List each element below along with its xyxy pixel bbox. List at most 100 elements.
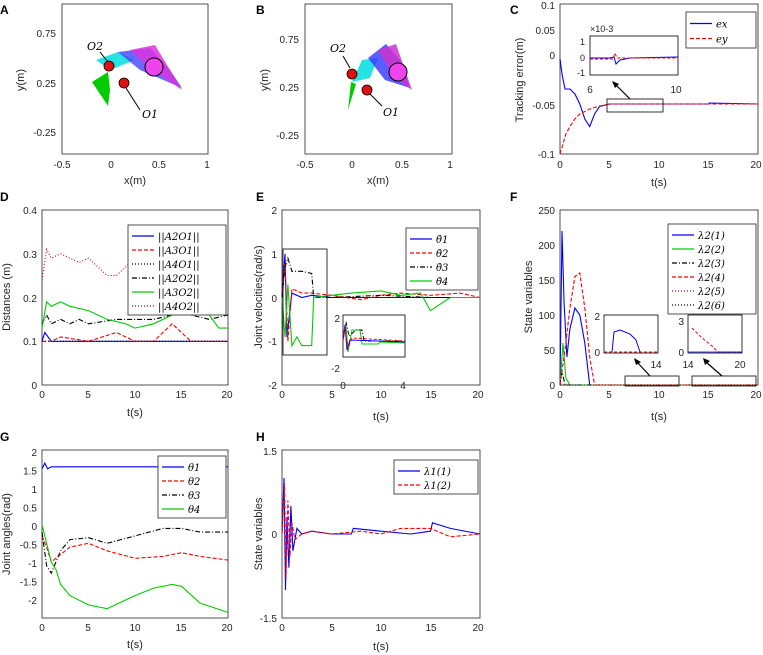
panel-letter: G	[0, 430, 9, 444]
y-tick-label: 0.2	[23, 294, 37, 305]
panel-letter: A	[0, 3, 9, 17]
y-tick-label: 0.5	[23, 504, 37, 515]
y-tick-label: -1	[268, 337, 277, 348]
y-tick-label: 0.1	[23, 337, 37, 348]
obstacle-label: O1	[142, 108, 158, 121]
inset-y-tick: 2	[334, 314, 340, 325]
x-axis-label: t(s)	[373, 411, 389, 423]
panel-b: B O2 O1 0.75 0.25 -0.25 -0.5 0 0.5 1 x(m…	[256, 3, 453, 187]
y-axis-label: Distances (m)	[1, 263, 13, 331]
zoom-region-box	[606, 98, 664, 113]
y-tick-label: 0.05	[536, 26, 556, 37]
legend: θ1 θ2 θ3 θ4	[157, 455, 227, 519]
plot-area	[559, 230, 758, 386]
x-tick-label: 20	[472, 390, 484, 401]
y-tick-label: 0.75	[280, 35, 300, 46]
zoom-region-box	[282, 248, 328, 356]
panel-f: F 250 200 150 100 50 0 0 5 10 15 20 t(s)…	[510, 190, 762, 423]
x-tick-label: 10	[375, 623, 387, 634]
x-tick-label: 0	[39, 390, 45, 401]
y-tick-label: -2	[28, 596, 37, 607]
y-tick-label: 0	[31, 381, 37, 392]
inset-series	[691, 327, 742, 353]
x-tick-label: 10	[653, 390, 665, 401]
y-axis-label: Joint velocities(rad/s)	[253, 245, 265, 348]
x-tick-label: 10	[375, 390, 387, 401]
legend-label: ey	[716, 35, 728, 46]
x-tick-label: 0	[279, 623, 285, 634]
axes-frame	[304, 3, 453, 155]
y-axis-label: Tracking error(m)	[514, 38, 526, 123]
inset-frame	[687, 314, 743, 354]
series-line-12	[281, 483, 481, 579]
panel-h: H 1.5 0 -1.5 0 5 10 15 20 t(s) State var…	[253, 430, 484, 653]
zoom-arrow	[614, 83, 631, 100]
y-axis-label: Joint angles(rad)	[1, 493, 13, 575]
y-tick-label: 0.1	[541, 1, 555, 12]
x-tick-label: 15	[175, 623, 187, 634]
y-tick-label: -0.5	[20, 541, 38, 552]
series-line-3	[281, 256, 480, 299]
y-tick-label: 100	[538, 311, 555, 322]
inset-x-tick: 14	[682, 360, 694, 371]
legend: ||A2O1|| ||A3O1|| ||A4O1|| ||A2O2|| ||A3O2||…	[127, 224, 227, 316]
x-tick-label: 15	[425, 390, 437, 401]
y-tick-label: -1.5	[20, 578, 38, 589]
x-tick-label: 5	[329, 390, 335, 401]
y-tick-label: 0	[271, 530, 277, 541]
inset-x-tick: 20	[734, 360, 746, 371]
inset-scale-label: ×10-3	[590, 24, 613, 34]
inset-y-tick: -2	[331, 364, 340, 375]
legend: λ2(1) λ2(2) λ2(3) λ2(4) λ2(5) λ2(6)	[667, 223, 757, 315]
y-tick-label: 250	[538, 206, 555, 217]
zoom-region-box	[691, 375, 757, 387]
legend-label: ||A4O1||	[158, 260, 200, 271]
end-effector-marker	[388, 62, 408, 82]
obstacle-o1	[118, 77, 130, 89]
inset-x-tick: 0	[340, 381, 346, 392]
inset-y-tick: 0	[594, 348, 600, 359]
legend-label: ||A3O1||	[158, 246, 200, 257]
x-tick-label: 15	[702, 390, 714, 401]
x-tick-label: -0.5	[53, 160, 71, 171]
inset-frame	[589, 35, 679, 76]
legend-label: θ̇2	[436, 249, 448, 260]
panel-letter: D	[0, 190, 9, 204]
series-line-4	[281, 284, 480, 348]
legend-label: ex	[716, 20, 728, 31]
pointer-arrow	[369, 93, 383, 107]
legend-label: θ̇4	[436, 277, 448, 288]
y-tick-label: -2	[268, 381, 277, 392]
y-tick-label: 0	[549, 51, 555, 62]
pointer-arrow	[125, 87, 141, 111]
y-tick-label: -0.25	[33, 128, 56, 139]
panel-letter: B	[256, 3, 265, 17]
inset-series	[342, 321, 405, 342]
x-tick-label: 5	[85, 623, 91, 634]
y-tick-label: 200	[538, 241, 555, 252]
legend-box	[667, 223, 757, 315]
y-tick-label: 0	[271, 294, 277, 305]
y-tick-label: 1.5	[263, 447, 277, 458]
x-axis-label: x(m)	[124, 175, 146, 187]
series-line-3	[41, 527, 228, 575]
y-tick-label: 0.75	[37, 29, 57, 40]
robot-arm-drawing: O2 O1	[330, 42, 412, 119]
y-tick-label: 0.3	[23, 250, 37, 261]
x-ticks: 0 5 10 15 20	[557, 160, 762, 171]
panel-e: E 2 1 0 -1 -2 0 5 10 15 20 t(s) Joint ve…	[253, 190, 484, 423]
legend-box	[405, 227, 479, 291]
x-tick-label: 20	[750, 390, 762, 401]
inset-x-tick: 10	[670, 85, 682, 96]
inset-series	[342, 327, 406, 350]
x-tick-label: 20	[221, 623, 233, 634]
panel-c: C 0.1 0.05 0 -0.05 -0.1 0 5 10 15 20 t(s…	[510, 1, 762, 189]
x-tick-label: 0	[557, 160, 563, 171]
y-tick-label: 50	[544, 346, 556, 357]
plot-area	[41, 461, 229, 613]
y-tick-label: 1.5	[23, 467, 37, 478]
x-tick-label: 1	[447, 160, 453, 171]
obstacle-label: O1	[383, 106, 399, 119]
legend-box	[127, 224, 227, 316]
